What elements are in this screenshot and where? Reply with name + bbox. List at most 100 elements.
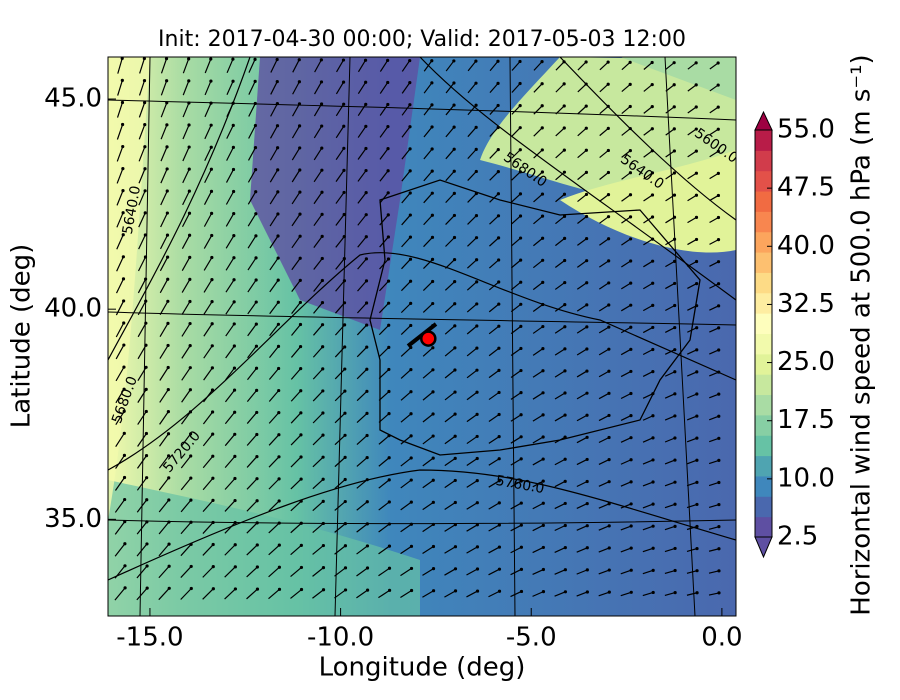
- wind-arrow: [643, 172, 653, 180]
- wind-arrow: [423, 60, 433, 72]
- wind-arrow: [269, 257, 279, 271]
- wind-arrow: [334, 523, 346, 533]
- wind-arrow: [510, 347, 522, 357]
- wind-arrow: [114, 477, 126, 491]
- wind-arrow-head: [386, 235, 390, 239]
- wind-arrow-head: [233, 476, 237, 481]
- wind-arrow: [158, 565, 170, 579]
- wind-arrow-head: [694, 105, 698, 109]
- wind-arrow: [182, 190, 190, 206]
- wind-arrow-head: [364, 80, 368, 84]
- colorbar-band: [755, 353, 772, 375]
- wind-arrow: [379, 82, 389, 94]
- wind-arrow: [116, 102, 124, 118]
- wind-arrow-head: [474, 81, 478, 85]
- wind-arrow: [555, 171, 565, 181]
- wind-arrow-head: [694, 237, 699, 242]
- wind-arrow-head: [255, 410, 259, 415]
- wind-arrow: [510, 281, 522, 291]
- wind-arrow-head: [695, 480, 699, 484]
- wind-arrow-head: [673, 568, 677, 573]
- wind-arrow-head: [165, 79, 169, 83]
- wind-arrow: [709, 371, 719, 377]
- wind-arrow: [621, 216, 631, 224]
- wind-arrow: [510, 303, 522, 313]
- wind-arrow-head: [563, 391, 567, 395]
- wind-arrow: [268, 412, 280, 424]
- wind-arrow: [423, 148, 433, 160]
- wind-arrow-head: [123, 586, 127, 590]
- wind-arrow: [137, 366, 147, 382]
- wind-arrow-head: [321, 345, 325, 349]
- wind-arrow: [642, 348, 654, 356]
- wind-arrow: [225, 367, 235, 381]
- wind-arrow-head: [189, 564, 193, 569]
- wind-arrow-head: [628, 149, 632, 153]
- wind-arrow: [577, 149, 587, 159]
- wind-arrow-head: [607, 435, 611, 440]
- wind-arrow: [510, 546, 522, 554]
- wind-arrow-head: [409, 522, 413, 526]
- wind-arrow: [357, 81, 367, 95]
- wind-arrow-head: [142, 78, 147, 83]
- colorbar-band: [755, 394, 772, 416]
- wind-arrow: [182, 168, 190, 184]
- wind-arrow: [313, 169, 323, 183]
- wind-arrow: [268, 434, 280, 446]
- wind-arrow-head: [143, 167, 147, 171]
- wind-arrow: [379, 170, 389, 182]
- wind-arrow-head: [209, 101, 213, 105]
- wind-arrow-head: [607, 303, 611, 307]
- wind-arrow-head: [629, 281, 633, 285]
- wind-arrow-head: [187, 189, 191, 193]
- wind-arrow: [378, 346, 390, 358]
- wind-arrow-head: [387, 367, 391, 372]
- wind-arrow-head: [695, 414, 699, 418]
- wind-arrow: [445, 237, 455, 247]
- wind-arrow: [444, 502, 456, 510]
- wind-arrow-head: [166, 343, 170, 348]
- wind-arrow: [117, 58, 123, 74]
- wind-arrow-head: [452, 169, 456, 173]
- wind-arrow-head: [145, 520, 149, 524]
- wind-arrow: [532, 568, 544, 576]
- wind-arrow: [292, 81, 300, 95]
- wind-arrow-head: [275, 146, 280, 150]
- wind-arrow-head: [166, 299, 170, 303]
- wind-arrow: [709, 216, 719, 224]
- wind-arrow-head: [672, 149, 676, 153]
- wind-arrow-head: [409, 588, 414, 593]
- wind-arrow-head: [716, 215, 721, 220]
- wind-arrow-head: [210, 322, 214, 326]
- wind-arrow: [467, 126, 477, 138]
- wind-arrow-head: [233, 432, 237, 436]
- wind-arrow: [246, 566, 258, 578]
- wind-arrow: [687, 238, 697, 246]
- wind-arrow-head: [585, 546, 589, 550]
- wind-arrow-head: [606, 126, 610, 130]
- wind-arrow: [290, 412, 302, 424]
- colorbar-tick-label: 40.0: [777, 231, 835, 261]
- wind-arrow: [181, 257, 191, 271]
- wind-arrow: [137, 433, 147, 447]
- wind-arrow: [334, 412, 346, 424]
- wind-arrow: [116, 146, 124, 162]
- wind-arrow-head: [142, 57, 146, 61]
- wind-arrow-head: [298, 344, 303, 349]
- wind-arrow: [334, 390, 346, 402]
- wind-arrow-head: [541, 457, 545, 461]
- wind-arrow-head: [651, 568, 655, 572]
- wind-arrow: [489, 60, 499, 72]
- wind-arrow-head: [474, 191, 478, 196]
- wind-arrow-head: [651, 347, 655, 352]
- wind-arrow: [137, 256, 147, 272]
- wind-arrow-head: [363, 58, 368, 62]
- wind-arrow: [489, 237, 499, 247]
- wind-arrow-head: [408, 125, 412, 129]
- wind-arrow: [378, 435, 390, 445]
- wind-arrow-head: [232, 344, 236, 348]
- wind-arrow-head: [123, 497, 127, 502]
- wind-arrow-head: [121, 255, 125, 259]
- wind-arrow: [401, 148, 411, 160]
- wind-arrow-head: [541, 545, 545, 550]
